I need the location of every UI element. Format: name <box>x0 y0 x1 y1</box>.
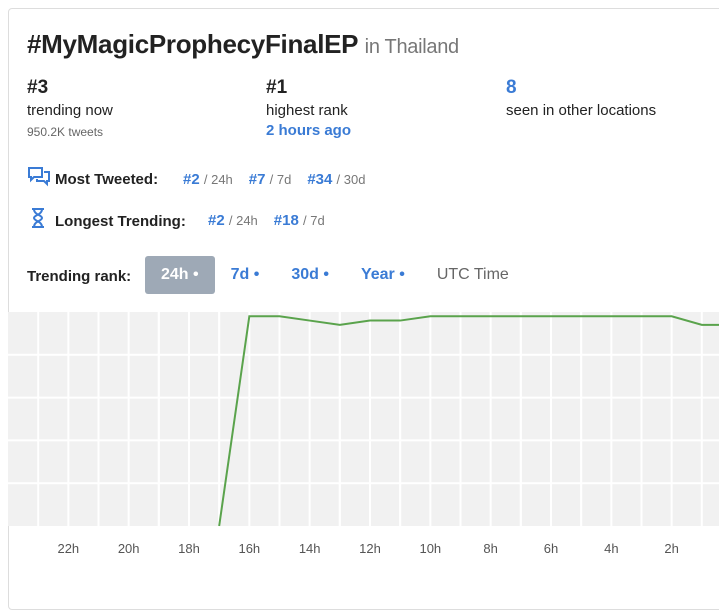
row-label: Longest Trending: <box>55 213 186 230</box>
tweet-icon <box>28 167 50 187</box>
range-button[interactable]: 30d • <box>291 266 329 283</box>
period: / 7d <box>269 172 292 187</box>
location: in Thailand <box>364 36 459 58</box>
rank-list: #2 / 24h #18 / 7d <box>208 212 341 229</box>
row-label: Most Tweeted: <box>55 171 159 188</box>
utc-toggle[interactable]: UTC Time <box>436 266 509 283</box>
stat-detail: 950.2K tweets <box>27 125 104 139</box>
rank[interactable]: #7 <box>248 171 266 188</box>
stat-label: seen in other locations <box>506 102 657 119</box>
stat-value: #3 <box>27 77 49 98</box>
range-button[interactable]: Year • <box>360 266 405 283</box>
rank[interactable]: #2 <box>208 212 225 229</box>
rank-item[interactable]: #18 / 7d <box>274 212 325 229</box>
x-tick-label: 18h <box>178 541 200 556</box>
hashtag: #MyMagicProphecyFinalEP <box>27 29 358 59</box>
x-tick-label: 14h <box>299 541 321 556</box>
rank[interactable]: #34 <box>307 171 333 188</box>
title: #MyMagicProphecyFinalEP in Thailand <box>27 29 459 60</box>
rank-item[interactable]: #34 / 30d <box>307 171 365 188</box>
rank[interactable]: #18 <box>273 212 299 229</box>
x-tick-label: 2h <box>664 541 678 556</box>
rank-item[interactable]: #2 / 24h <box>183 171 233 188</box>
rank-list: #2 / 24h #7 / 7d #34 / 30d <box>183 171 381 188</box>
period: / 24h <box>228 213 258 228</box>
range-options: 24h • 7d • 30d • Year • UTC Time <box>145 256 509 294</box>
stat-value[interactable]: 8 <box>506 77 517 98</box>
x-tick-label: 10h <box>419 541 441 556</box>
period: / 30d <box>336 172 366 187</box>
stat-detail[interactable]: 2 hours ago <box>266 122 352 139</box>
rank-item[interactable]: #2 / 24h <box>208 212 258 229</box>
x-tick-label: 12h <box>359 541 381 556</box>
x-tick-label: 20h <box>118 541 140 556</box>
plot-background <box>8 312 719 526</box>
range-button[interactable]: 24h • <box>145 256 215 294</box>
period: / 7d <box>302 213 325 228</box>
rank[interactable]: #2 <box>183 171 200 188</box>
rank-item[interactable]: #7 / 7d <box>249 171 292 188</box>
stat-value: #1 <box>266 77 288 98</box>
rank-chart: 22h 20h 18h 16h 14h 12h 10h 8h 6h 4h 2h <box>8 312 719 556</box>
rank-line <box>218 315 719 527</box>
x-tick-label: 6h <box>544 541 558 556</box>
range-button[interactable]: 7d • <box>230 266 260 283</box>
x-tick-label: 8h <box>483 541 497 556</box>
x-tick-label: 4h <box>604 541 618 556</box>
range-label: Trending rank: <box>27 268 132 285</box>
stat-label: highest rank <box>266 102 348 119</box>
x-tick-label: 16h <box>238 541 260 556</box>
page: #MyMagicProphecyFinalEP in Thailand #3 t… <box>8 8 719 610</box>
hourglass-icon <box>32 208 44 228</box>
x-tick-label: 22h <box>57 541 79 556</box>
stat-label: trending now <box>27 102 113 119</box>
period: / 24h <box>203 172 233 187</box>
